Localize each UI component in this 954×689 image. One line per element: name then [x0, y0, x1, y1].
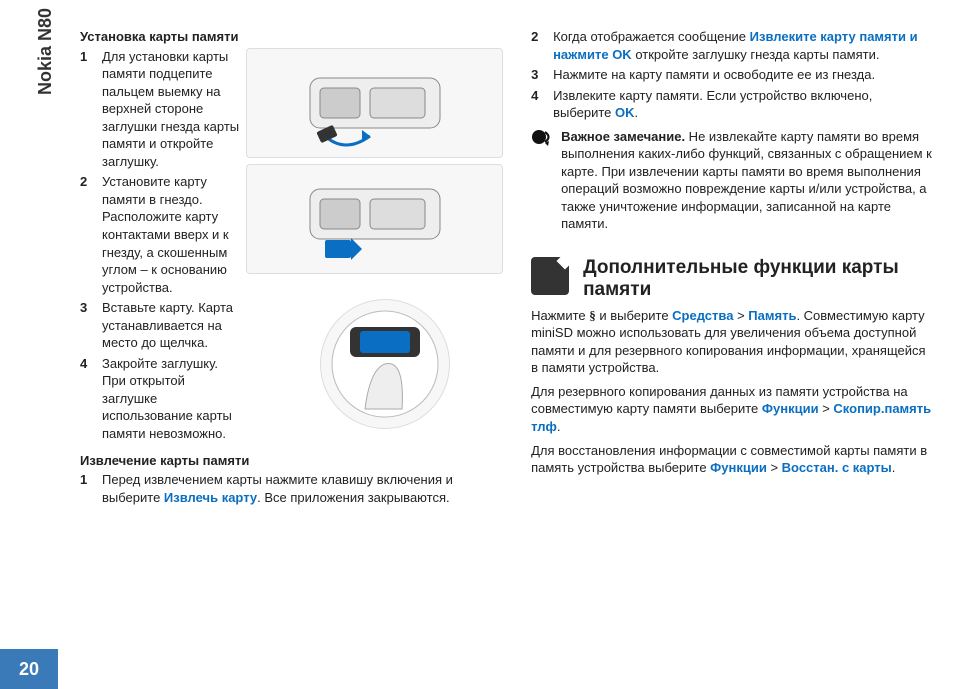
ui-path-link: Функции [710, 460, 767, 475]
text-post: . [892, 460, 896, 475]
step-num: 3 [80, 299, 94, 352]
install-heading: Установка карты памяти [80, 28, 503, 46]
ui-path-link: Память [748, 308, 796, 323]
text-post: . Все приложения закрываются. [257, 490, 449, 505]
sd-card-icon [531, 257, 569, 295]
paragraph: Для резервного копирования данных из пам… [531, 383, 934, 436]
path-sep: > [767, 460, 782, 475]
install-steps-narrow-2: 3Вставьте карту. Карта устанавливается н… [80, 299, 240, 442]
phone-illustration-3 [320, 299, 450, 429]
text-post: откройте заглушку гнезда карты памяти. [632, 47, 880, 62]
text-pre: Когда отображается сообщение [553, 29, 750, 44]
list-item: 3 Нажмите на карту памяти и освободите е… [531, 66, 934, 84]
left-column: Установка карты памяти 1Для установки ка… [80, 28, 503, 639]
path-sep: > [733, 308, 748, 323]
text-pre: Нажмите [531, 308, 589, 323]
ui-path-link: Извлечь карту [164, 490, 257, 505]
warning-icon [531, 128, 553, 146]
page-content: Установка карты памяти 1Для установки ка… [80, 28, 934, 639]
install-text-narrow: 1Для установки карты памяти подцепите па… [80, 48, 240, 300]
step-num: 4 [531, 87, 545, 122]
step-num: 2 [531, 28, 545, 63]
install-block-2: 3Вставьте карту. Карта устанавливается н… [80, 299, 503, 445]
step-num: 3 [531, 66, 545, 84]
step-text: Перед извлечением карты нажмите клавишу … [102, 471, 503, 506]
eject-heading: Извлечение карты памяти [80, 452, 503, 470]
step-text: Для установки карты памяти подцепите пал… [102, 48, 240, 171]
step-text: Вставьте карту. Карта устанавливается на… [102, 299, 240, 352]
text-post: . [557, 419, 561, 434]
page-number: 20 [0, 649, 58, 689]
install-steps-narrow: 1Для установки карты памяти подцепите па… [80, 48, 240, 297]
side-product-label: Nokia N80 [35, 8, 56, 95]
install-block: 1Для установки карты памяти подцепите па… [80, 48, 503, 300]
list-item: 4 Извлеките карту памяти. Если устройств… [531, 87, 934, 122]
step-num: 4 [80, 355, 94, 443]
path-sep: > [819, 401, 834, 416]
text-pre: Извлеките карту памяти. Если устройство … [553, 88, 872, 121]
eject-steps-cont: 2 Когда отображается сообщение Извлеките… [531, 28, 934, 122]
important-note: Важное замечание. Не извлекайте карту па… [531, 128, 934, 239]
section-heading-row: Дополнительные функции карты памяти [531, 257, 934, 301]
list-item: 1Для установки карты памяти подцепите па… [80, 48, 240, 171]
paragraph: Нажмите § и выберите Средства > Память. … [531, 307, 934, 377]
ui-path-link: OK [615, 105, 635, 120]
paragraph: Для восстановления информации с совмести… [531, 442, 934, 477]
ui-path-link: Функции [762, 401, 819, 416]
list-item: 2Установите карту памяти в гнездо. Распо… [80, 173, 240, 296]
list-item: 4Закройте заглушку. При открытой заглушк… [80, 355, 240, 443]
ui-path-link: Восстан. с карты [782, 460, 892, 475]
step-text: Когда отображается сообщение Извлеките к… [553, 28, 934, 63]
right-column: 2 Когда отображается сообщение Извлеките… [531, 28, 934, 639]
step-text: Извлеките карту памяти. Если устройство … [553, 87, 934, 122]
install-illustrations [246, 48, 503, 300]
phone-illustration-2 [246, 164, 503, 274]
text-mid: и выберите [596, 308, 672, 323]
eject-steps: 1 Перед извлечением карты нажмите клавиш… [80, 471, 503, 506]
step-num: 1 [80, 471, 94, 506]
step-num: 2 [80, 173, 94, 296]
text-post: . [635, 105, 639, 120]
note-body: Не извлекайте карту памяти во время выпо… [561, 129, 932, 232]
step-text: Нажмите на карту памяти и освободите ее … [553, 66, 875, 84]
list-item: 3Вставьте карту. Карта устанавливается н… [80, 299, 240, 352]
list-item: 1 Перед извлечением карты нажмите клавиш… [80, 471, 503, 506]
step-text: Закройте заглушку. При открытой заглушке… [102, 355, 240, 443]
install-text-narrow-2: 3Вставьте карту. Карта устанавливается н… [80, 299, 240, 445]
section-heading: Дополнительные функции карты памяти [583, 257, 934, 301]
note-text: Важное замечание. Не извлекайте карту па… [561, 128, 934, 233]
ui-path-link: Средства [672, 308, 733, 323]
note-label: Важное замечание. [561, 129, 685, 144]
phone-illustration-1 [246, 48, 503, 158]
list-item: 2 Когда отображается сообщение Извлеките… [531, 28, 934, 63]
install-illustration-3-wrap [246, 299, 503, 445]
step-text: Установите карту памяти в гнездо. Распол… [102, 173, 240, 296]
step-num: 1 [80, 48, 94, 171]
